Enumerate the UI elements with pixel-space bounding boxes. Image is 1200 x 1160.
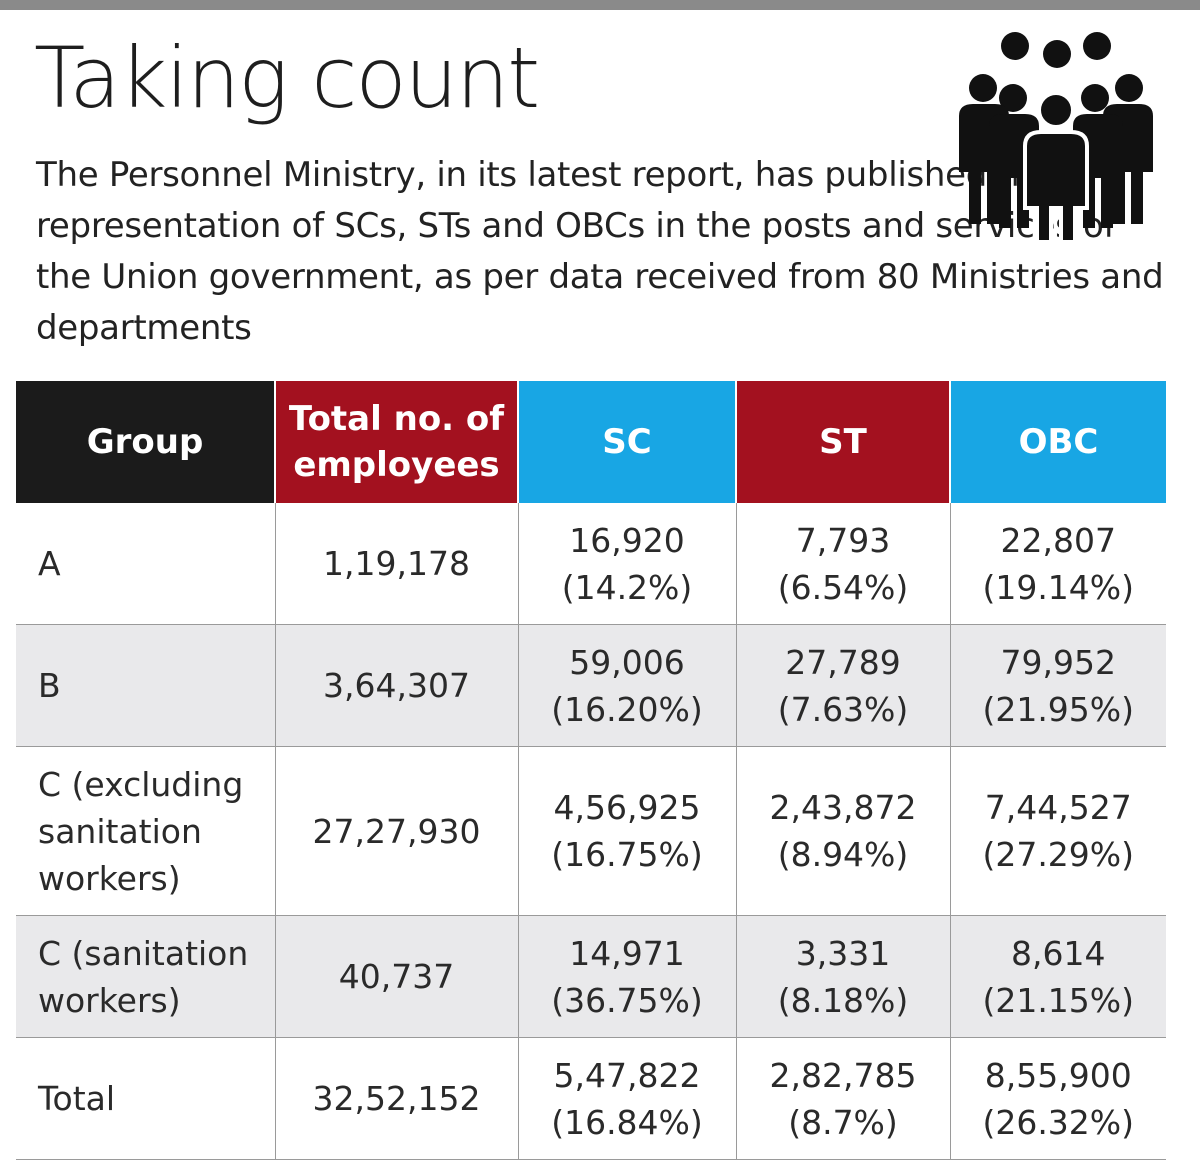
group-cell: C (sanitation workers) bbox=[16, 915, 276, 1038]
table-header-row: Group Total no. of employees SC ST OBC bbox=[16, 381, 1166, 503]
st-value: 7,793 bbox=[795, 520, 891, 560]
obc-cell: 8,614 (21.15%) bbox=[950, 915, 1166, 1038]
sc-cell: 59,006 (16.20%) bbox=[518, 624, 737, 747]
top-rule bbox=[0, 0, 1200, 10]
st-value: 2,82,785 bbox=[769, 1055, 917, 1095]
obc-percent: (27.29%) bbox=[982, 835, 1135, 874]
total-cell: 32,52,152 bbox=[275, 1037, 519, 1160]
obc-percent: (19.14%) bbox=[982, 567, 1135, 607]
people-group-icon bbox=[959, 32, 1153, 243]
st-cell: 2,82,785 (8.7%) bbox=[736, 1037, 951, 1160]
st-value: 2,43,872 bbox=[769, 788, 917, 827]
obc-percent: (21.95%) bbox=[982, 689, 1135, 729]
group-cell: C (excluding sanitation workers) bbox=[16, 746, 276, 916]
obc-value: 22,807 bbox=[1000, 520, 1116, 560]
sc-value: 4,56,925 bbox=[553, 788, 701, 827]
table-row: B 3,64,307 59,006 (16.20%) 27,789 (7.63%) … bbox=[16, 624, 1166, 747]
obc-value: 7,44,527 bbox=[984, 788, 1132, 827]
sc-value: 59,006 bbox=[569, 642, 685, 682]
st-percent: (8.18%) bbox=[777, 980, 909, 1020]
group-cell: Total bbox=[16, 1037, 276, 1160]
obc-cell: 8,55,900 (26.32%) bbox=[950, 1037, 1166, 1160]
column-header-sc: SC bbox=[518, 381, 737, 503]
obc-value: 8,614 bbox=[1011, 933, 1106, 973]
st-cell: 2,43,872 (8.94%) bbox=[736, 746, 951, 916]
sc-cell: 14,971 (36.75%) bbox=[518, 915, 737, 1038]
table-row: A 1,19,178 16,920 (14.2%) 7,793 (6.54%) 22… bbox=[16, 503, 1166, 625]
obc-value: 79,952 bbox=[1000, 642, 1116, 682]
sc-cell: 16,920 (14.2%) bbox=[518, 503, 737, 625]
st-percent: (6.54%) bbox=[777, 567, 909, 607]
column-header-total: Total no. of employees bbox=[275, 381, 519, 503]
column-header-obc: OBC bbox=[950, 381, 1166, 503]
st-percent: (7.63%) bbox=[777, 689, 909, 729]
obc-percent: (21.15%) bbox=[982, 980, 1135, 1020]
sc-value: 16,920 bbox=[569, 520, 685, 560]
st-value: 3,331 bbox=[795, 933, 891, 973]
total-cell: 3,64,307 bbox=[275, 624, 519, 747]
sc-percent: (16.75%) bbox=[551, 835, 703, 874]
group-cell: A bbox=[16, 503, 276, 625]
st-value: 27,789 bbox=[785, 642, 901, 682]
total-cell: 27,27,930 bbox=[275, 746, 519, 916]
st-cell: 7,793 (6.54%) bbox=[736, 503, 951, 625]
sc-percent: (14.2%) bbox=[561, 567, 693, 607]
total-cell: 1,19,178 bbox=[275, 503, 519, 625]
st-cell: 3,331 (8.18%) bbox=[736, 915, 951, 1038]
sc-value: 5,47,822 bbox=[553, 1055, 701, 1095]
representation-table: Group Total no. of employees SC ST OBC A… bbox=[16, 381, 1166, 1160]
table-row: C (excluding sanitation workers) 27,27,9… bbox=[16, 746, 1166, 916]
table-row: C (sanitation workers) 40,737 14,971 (36.… bbox=[16, 915, 1166, 1038]
sc-cell: 4,56,925 (16.75%) bbox=[518, 746, 737, 916]
obc-cell: 22,807 (19.14%) bbox=[950, 503, 1166, 625]
st-cell: 27,789 (7.63%) bbox=[736, 624, 951, 747]
table-row: Total 32,52,152 5,47,822 (16.84%) 2,82,78… bbox=[16, 1037, 1166, 1160]
obc-percent: (26.32%) bbox=[982, 1102, 1135, 1142]
group-cell: B bbox=[16, 624, 276, 747]
sc-percent: (16.84%) bbox=[551, 1102, 703, 1142]
st-percent: (8.7%) bbox=[788, 1102, 898, 1142]
column-header-st: ST bbox=[736, 381, 951, 503]
obc-cell: 79,952 (21.95%) bbox=[950, 624, 1166, 747]
sc-cell: 5,47,822 (16.84%) bbox=[518, 1037, 737, 1160]
sc-percent: (36.75%) bbox=[551, 980, 703, 1020]
page-subtitle: The Personnel Ministry, in its latest re… bbox=[36, 155, 1164, 348]
sc-value: 14,971 bbox=[569, 933, 685, 973]
obc-value: 8,55,900 bbox=[984, 1055, 1132, 1095]
page-title: Taking count bbox=[34, 29, 540, 127]
obc-cell: 7,44,527 (27.29%) bbox=[950, 746, 1166, 916]
st-percent: (8.94%) bbox=[777, 835, 909, 874]
total-cell: 40,737 bbox=[275, 915, 519, 1038]
sc-percent: (16.20%) bbox=[551, 689, 703, 729]
column-header-group: Group bbox=[16, 381, 276, 503]
